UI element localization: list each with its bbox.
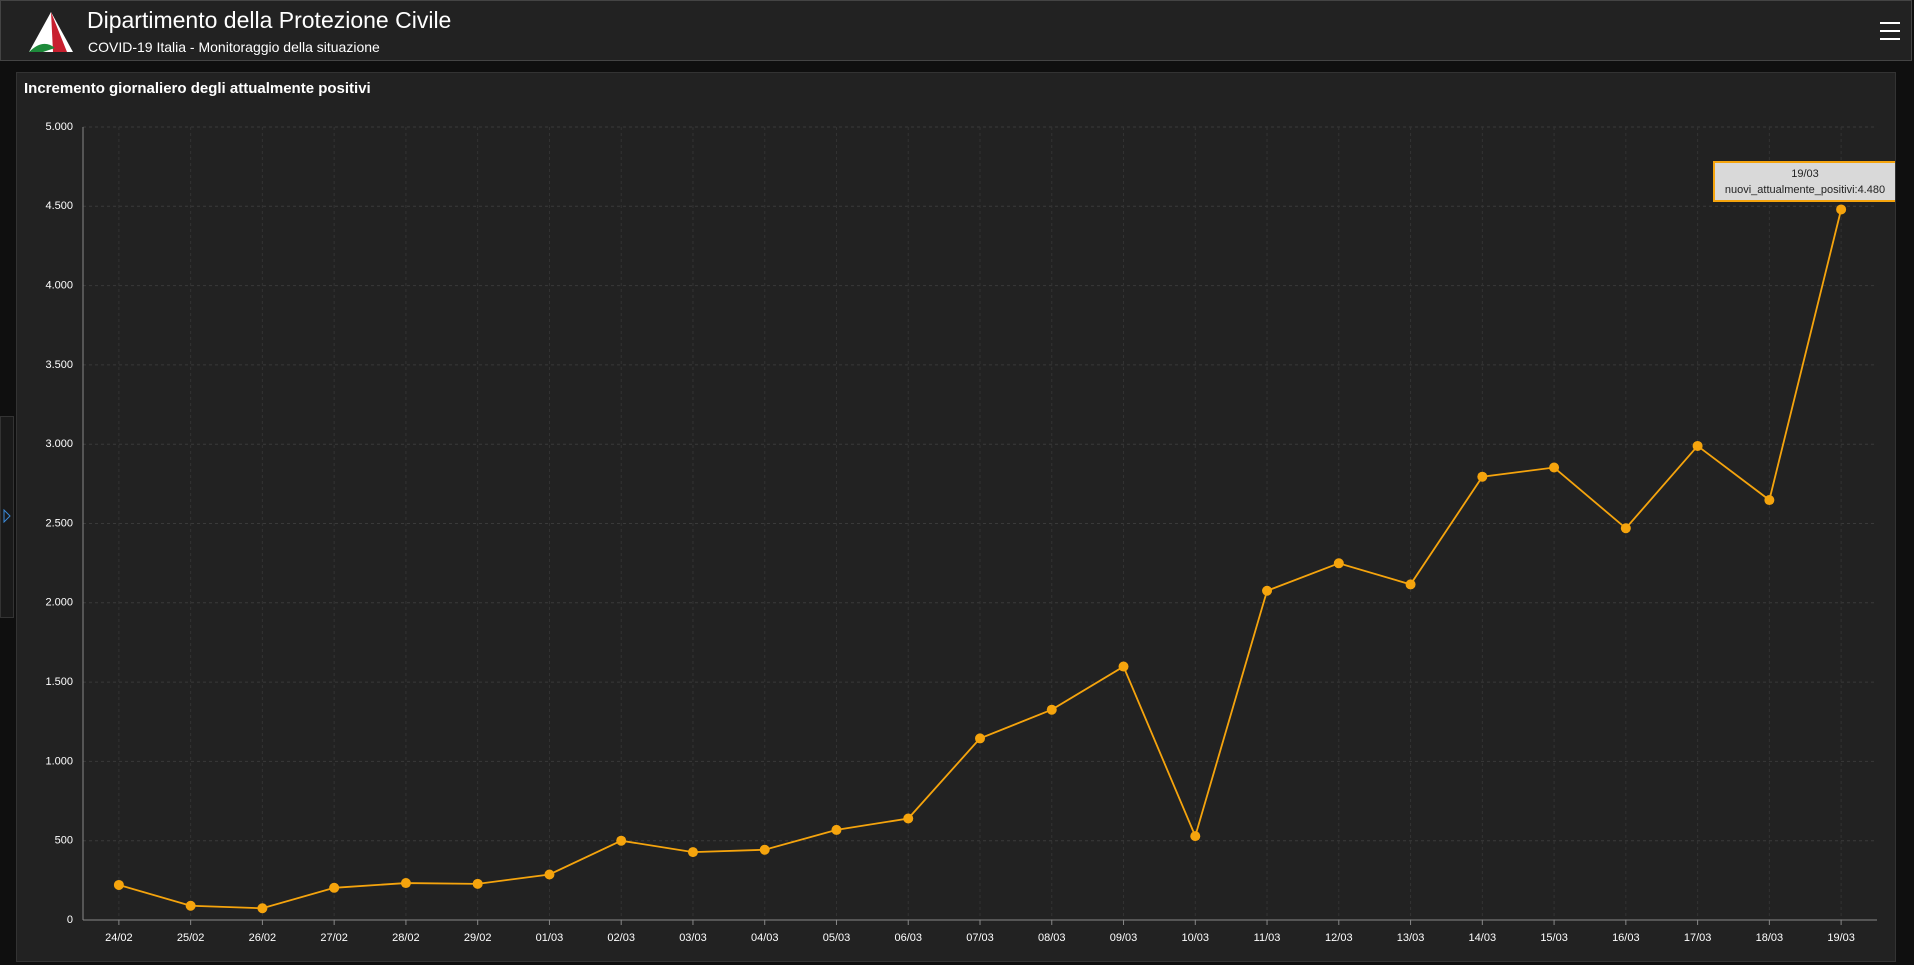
data-point xyxy=(1190,831,1201,842)
y-tick-label: 500 xyxy=(55,835,73,847)
x-tick-label: 01/03 xyxy=(536,932,564,944)
y-tick-label: 1.500 xyxy=(45,676,73,688)
data-point xyxy=(1118,661,1129,672)
data-point xyxy=(1262,585,1273,596)
data-point xyxy=(329,882,340,893)
y-tick-label: 2.500 xyxy=(45,517,73,529)
logo xyxy=(29,12,73,52)
data-point xyxy=(1764,495,1775,506)
tooltip: 19/03 nuovi_attualmente_positivi:4.480 xyxy=(1713,161,1898,202)
data-point xyxy=(400,878,411,889)
x-tick-label: 02/03 xyxy=(607,932,635,944)
chart-title: Incremento giornaliero degli attualmente… xyxy=(24,80,371,97)
data-point xyxy=(1333,558,1344,569)
x-tick-label: 28/02 xyxy=(392,932,420,944)
x-tick-label: 19/03 xyxy=(1827,932,1855,944)
x-tick-label: 14/03 xyxy=(1469,932,1497,944)
x-tick-label: 29/02 xyxy=(464,932,492,944)
data-point xyxy=(975,733,985,744)
data-point xyxy=(759,844,770,855)
data-point xyxy=(1405,579,1416,590)
data-point xyxy=(472,878,483,889)
x-tick-label: 05/03 xyxy=(823,932,851,944)
chart-panel: Incremento giornaliero degli attualmente… xyxy=(16,72,1898,962)
x-tick-label: 15/03 xyxy=(1540,932,1568,944)
data-point xyxy=(544,869,555,880)
data-point xyxy=(257,903,268,914)
data-point xyxy=(185,900,196,911)
header-subtitle: COVID-19 Italia - Monitoraggio della sit… xyxy=(88,39,380,55)
data-point xyxy=(831,824,842,835)
data-point xyxy=(903,813,914,824)
y-tick-label: 1.000 xyxy=(45,755,73,767)
header: Dipartimento della Protezione Civile COV… xyxy=(0,0,1912,61)
y-tick-label: 4.500 xyxy=(45,200,73,212)
x-tick-label: 26/02 xyxy=(249,932,277,944)
data-point xyxy=(1620,523,1631,534)
x-tick-label: 18/03 xyxy=(1756,932,1784,944)
tooltip-title: 19/03 xyxy=(1791,168,1819,180)
x-tick-label: 17/03 xyxy=(1684,932,1712,944)
x-tick-label: 03/03 xyxy=(679,932,707,944)
header-title: Dipartimento della Protezione Civile xyxy=(87,7,452,33)
data-point xyxy=(1692,440,1703,451)
data-point xyxy=(687,847,698,858)
chart: Incremento giornaliero degli attualmente… xyxy=(24,80,1898,944)
y-tick-label: 0 xyxy=(67,914,73,926)
y-tick-label: 4.000 xyxy=(45,280,73,292)
x-tick-label: 09/03 xyxy=(1110,932,1138,944)
data-point xyxy=(1549,462,1560,473)
x-tick-label: 12/03 xyxy=(1325,932,1353,944)
data-point xyxy=(113,879,124,890)
data-point xyxy=(1836,204,1847,215)
y-tick-label: 3.000 xyxy=(45,438,73,450)
data-point xyxy=(1046,704,1057,715)
y-tick-label: 2.000 xyxy=(45,597,73,609)
x-tick-label: 06/03 xyxy=(894,932,922,944)
x-tick-label: 08/03 xyxy=(1038,932,1066,944)
x-tick-label: 07/03 xyxy=(966,932,994,944)
side-handle[interactable] xyxy=(0,416,14,618)
x-tick-label: 10/03 xyxy=(1182,932,1210,944)
x-tick-label: 16/03 xyxy=(1612,932,1640,944)
x-tick-label: 24/02 xyxy=(105,932,133,944)
data-point xyxy=(616,835,627,846)
tooltip-box xyxy=(1713,161,1898,202)
x-tick-label: 13/03 xyxy=(1397,932,1425,944)
y-tick-label: 5.000 xyxy=(45,121,73,133)
x-tick-label: 25/02 xyxy=(177,932,205,944)
tooltip-text: nuovi_attualmente_positivi:4.480 xyxy=(1725,184,1885,196)
x-tick-label: 27/02 xyxy=(320,932,348,944)
menu-button[interactable] xyxy=(1879,21,1901,41)
expand-icon xyxy=(3,509,11,523)
x-tick-label: 11/03 xyxy=(1254,932,1281,944)
y-tick-label: 3.500 xyxy=(45,359,73,371)
x-tick-label: 04/03 xyxy=(751,932,779,944)
data-point xyxy=(1477,471,1488,482)
